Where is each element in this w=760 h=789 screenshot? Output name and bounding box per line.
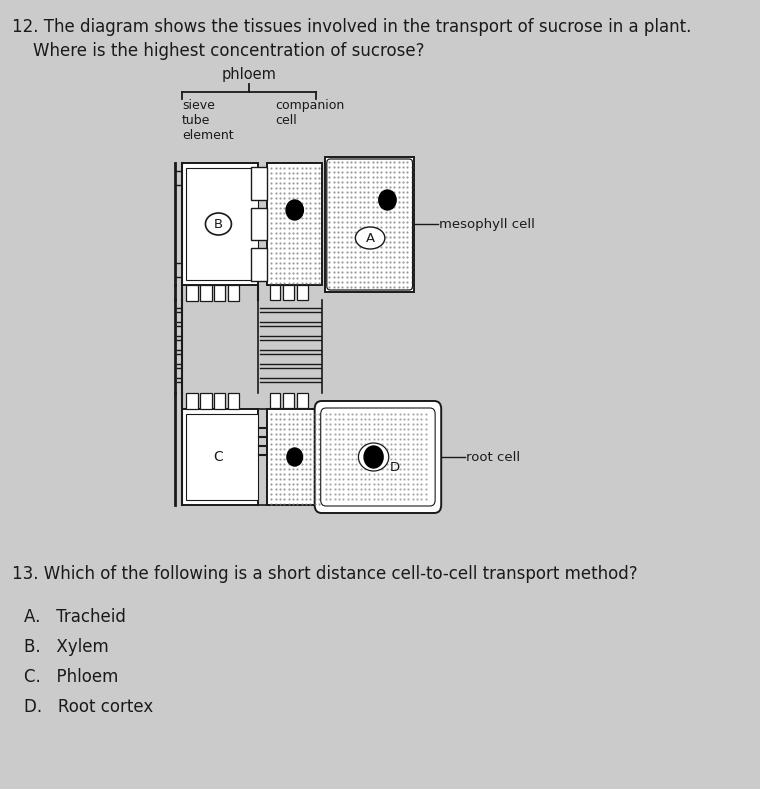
Bar: [283, 285, 294, 300]
Bar: [297, 393, 308, 408]
Bar: [214, 393, 226, 409]
Bar: [325, 157, 414, 292]
Ellipse shape: [359, 443, 389, 471]
Bar: [270, 393, 280, 408]
Text: 12. The diagram shows the tissues involved in the transport of sucrose in a plan: 12. The diagram shows the tissues involv…: [12, 18, 692, 36]
Text: B.   Xylem: B. Xylem: [24, 638, 109, 656]
Text: phloem: phloem: [222, 67, 277, 82]
Bar: [267, 409, 322, 505]
Text: D: D: [390, 461, 401, 473]
Bar: [252, 208, 267, 241]
Bar: [252, 167, 267, 200]
Circle shape: [286, 200, 303, 220]
Text: 13. Which of the following is a short distance cell-to-cell transport method?: 13. Which of the following is a short di…: [12, 565, 638, 583]
Ellipse shape: [205, 213, 232, 235]
Bar: [182, 409, 258, 505]
Text: A: A: [366, 231, 375, 245]
Circle shape: [287, 448, 302, 466]
Bar: [186, 414, 258, 500]
FancyBboxPatch shape: [315, 401, 442, 513]
Bar: [270, 285, 280, 300]
Text: B: B: [214, 218, 223, 230]
Bar: [186, 285, 198, 301]
Bar: [186, 168, 258, 280]
Bar: [283, 393, 294, 408]
Bar: [297, 285, 308, 300]
Text: companion
cell: companion cell: [276, 99, 345, 127]
Text: C: C: [214, 450, 223, 464]
Bar: [228, 285, 239, 301]
Text: Where is the highest concentration of sucrose?: Where is the highest concentration of su…: [12, 42, 425, 60]
Bar: [214, 285, 226, 301]
Text: sieve
tube
element: sieve tube element: [182, 99, 233, 142]
Circle shape: [378, 190, 396, 210]
Text: D.   Root cortex: D. Root cortex: [24, 698, 154, 716]
Ellipse shape: [356, 227, 385, 249]
Bar: [200, 285, 211, 301]
Bar: [200, 393, 211, 409]
Bar: [228, 393, 239, 409]
Bar: [252, 249, 267, 281]
Text: A.   Tracheid: A. Tracheid: [24, 608, 126, 626]
Circle shape: [364, 446, 383, 468]
Text: C.   Phloem: C. Phloem: [24, 668, 119, 686]
Bar: [182, 163, 258, 285]
Text: root cell: root cell: [467, 451, 521, 463]
Bar: [267, 163, 322, 285]
Text: mesophyll cell: mesophyll cell: [439, 218, 535, 230]
Bar: [186, 393, 198, 409]
